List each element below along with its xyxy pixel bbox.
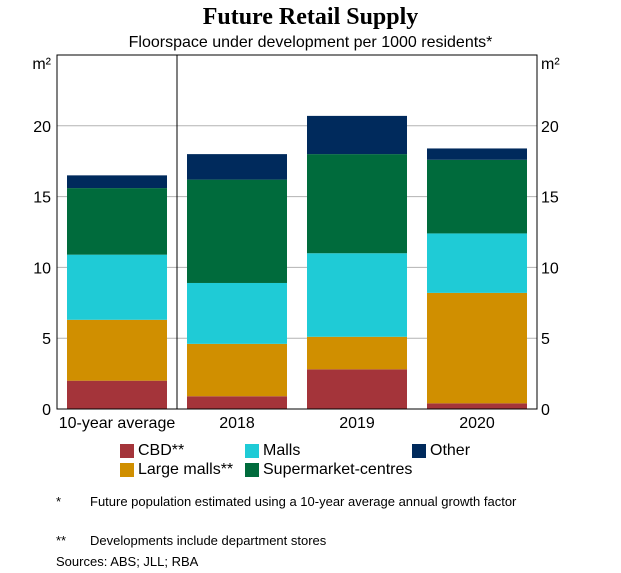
legend-item-supermarket: Supermarket-centres <box>245 461 412 479</box>
y-tick-label-left: 5 <box>42 331 51 348</box>
x-tick-label: 10-year average <box>59 415 176 432</box>
plot-frame <box>56 54 538 410</box>
footnote-text: Developments include department stores <box>90 533 327 548</box>
bar-segment-supermarketcentres <box>307 154 407 254</box>
chart-title: Future Retail Supply <box>202 4 419 30</box>
legend-swatch-cbd <box>120 444 134 458</box>
chart-subtitle: Floorspace under development per 1000 re… <box>128 34 493 51</box>
footnote-mark: * <box>56 494 62 509</box>
legend-swatch-large-malls <box>120 463 134 477</box>
y-tick-label-left: 15 <box>33 190 51 207</box>
bar-segment-malls <box>427 233 527 293</box>
y-tick-label-left: 0 <box>42 402 51 419</box>
bar-segment-largemalls <box>427 292 527 404</box>
bar-segment-other <box>67 175 167 189</box>
x-tick-label: 2019 <box>339 415 375 432</box>
legend-swatch-malls <box>245 444 259 458</box>
sources-text: Sources: ABS; JLL; RBA <box>56 554 199 569</box>
y-tick-label-right: 20 <box>541 119 559 136</box>
y-tick-label-left: 10 <box>33 260 51 277</box>
y-tick-label-left: 20 <box>33 119 51 136</box>
legend-label-supermarket: Supermarket-centres <box>263 461 413 478</box>
legend-label-other: Other <box>430 442 471 459</box>
bar-segment-largemalls <box>307 336 407 370</box>
legend-label-large-malls: Large malls** <box>138 461 234 478</box>
bar-segment-cbd <box>187 396 287 409</box>
x-tick-label: 2018 <box>219 415 255 432</box>
legend-label-malls: Malls <box>263 442 301 459</box>
bar-segment-cbd <box>427 403 527 409</box>
bar-segment-largemalls <box>67 319 167 381</box>
bar-segment-supermarketcentres <box>67 188 167 255</box>
bar-segment-other <box>307 115 407 155</box>
y-axis-unit-left: m² <box>32 56 51 73</box>
legend-swatch-supermarket <box>245 463 259 477</box>
legend-item-cbd: CBD** <box>120 442 184 460</box>
sources-line: Sources: ABS; JLL; RBA <box>56 554 198 569</box>
bar-segment-malls <box>67 254 167 320</box>
bar-segment-cbd <box>307 369 407 409</box>
legend-item-large-malls: Large malls** <box>120 461 233 479</box>
y-tick-label-right: 15 <box>541 190 559 207</box>
y-tick-label-right: 10 <box>541 260 559 277</box>
legend-item-other: Other <box>412 442 470 460</box>
legend-item-malls: Malls <box>245 442 300 460</box>
bar-segment-malls <box>187 282 287 344</box>
bar-segment-supermarketcentres <box>187 179 287 283</box>
bar-segment-malls <box>307 253 407 337</box>
bar-segment-largemalls <box>187 343 287 397</box>
footnote-text: Future population estimated using a 10-y… <box>90 494 517 509</box>
bar-segment-other <box>427 148 527 160</box>
legend-swatch-other <box>412 444 426 458</box>
bar-segment-cbd <box>67 380 167 409</box>
footnote-mark: ** <box>56 533 67 548</box>
y-tick-label-right: 0 <box>541 402 550 419</box>
legend-label-cbd: CBD** <box>138 442 185 459</box>
bar-segment-supermarketcentres <box>427 159 527 234</box>
y-tick-label-right: 5 <box>541 331 550 348</box>
y-axis-unit-right: m² <box>541 56 560 73</box>
bar-segment-other <box>187 154 287 180</box>
x-tick-label: 2020 <box>459 415 495 432</box>
